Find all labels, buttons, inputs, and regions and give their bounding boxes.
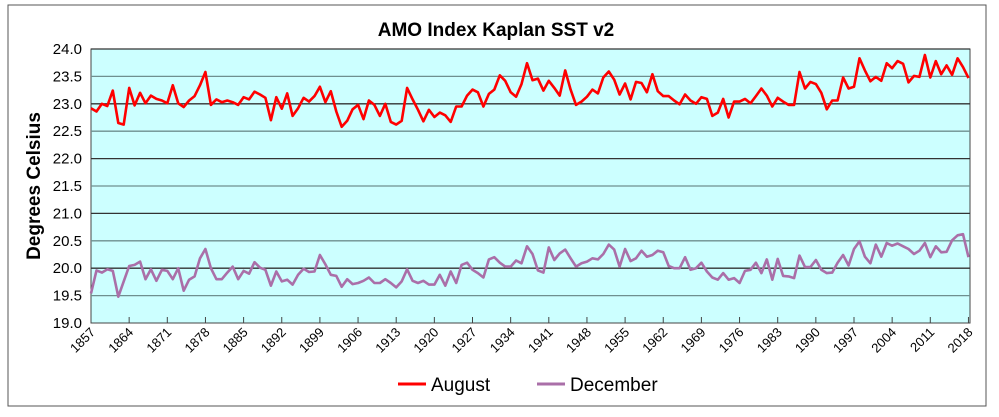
- legend-label-december: December: [570, 375, 658, 396]
- legend-label-august: August: [431, 375, 491, 396]
- y-tick-label: 19.0: [53, 315, 82, 332]
- y-tick-label: 23.5: [53, 68, 82, 85]
- y-tick-label: 19.5: [53, 288, 82, 305]
- series-line-december: [89, 232, 970, 299]
- y-tick-label: 22.0: [53, 151, 82, 168]
- y-tick-label: 20.0: [53, 260, 82, 277]
- chart-title: AMO Index Kaplan SST v2: [378, 20, 615, 41]
- y-tick-label: 20.5: [53, 233, 82, 250]
- y-tick-label: 21.5: [53, 178, 82, 195]
- series-line-august: [90, 53, 970, 129]
- y-tick-label: 21.0: [53, 205, 82, 222]
- y-axis-label: Degrees Celsius: [24, 112, 45, 260]
- y-tick-label: 22.5: [53, 123, 82, 140]
- y-tick-label: 23.0: [53, 96, 82, 113]
- legend: August December: [398, 375, 658, 396]
- y-tick-label: 24.0: [53, 41, 82, 58]
